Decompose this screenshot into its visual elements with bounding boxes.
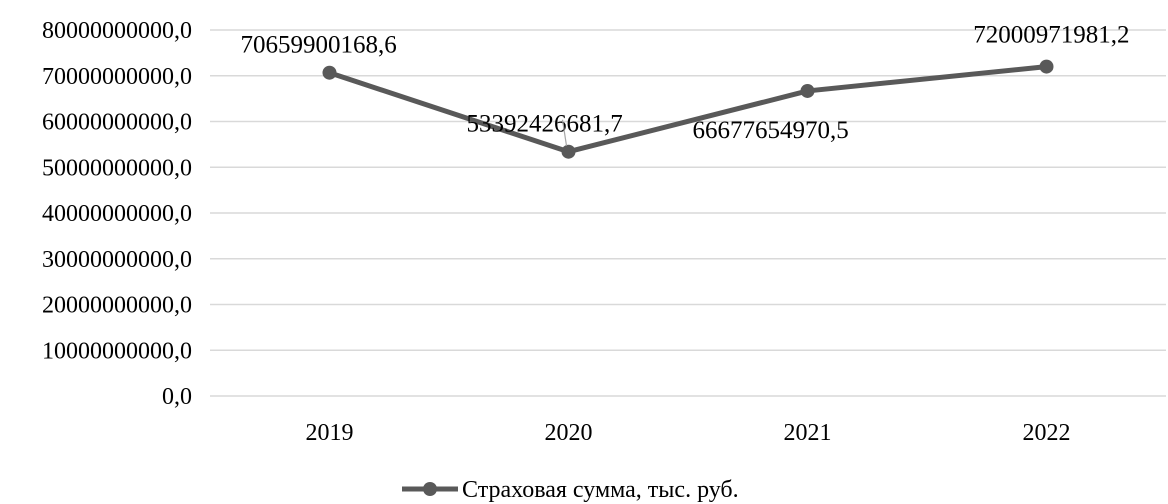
data-point	[561, 144, 576, 159]
y-axis-ticks: 0,0 10000000000,0 20000000000,0 30000000000…	[42, 18, 192, 410]
x-tick-label: 2019	[306, 420, 354, 446]
data-point	[800, 83, 815, 98]
y-tick-label: 60000000000,0	[42, 110, 192, 136]
y-tick-label: 40000000000,0	[42, 201, 192, 227]
data-label: 70659900168,6	[241, 32, 397, 59]
data-label: 53392426681,7	[467, 111, 623, 138]
y-tick-label: 30000000000,0	[42, 247, 192, 273]
y-tick-label: 50000000000,0	[42, 155, 192, 181]
label-leader-line	[561, 119, 568, 146]
legend-point-marker	[423, 482, 437, 496]
series-layer	[322, 59, 1054, 159]
data-label: 72000971981,2	[973, 22, 1129, 49]
x-tick-label: 2021	[784, 420, 832, 446]
gridlines	[210, 29, 1166, 397]
data-labels: 70659900168,6 53392426681,7 66677654970,5 7…	[241, 22, 1130, 146]
data-point	[322, 65, 337, 80]
series-line	[327, 64, 1049, 155]
data-label: 66677654970,5	[693, 117, 849, 144]
x-tick-label: 2020	[545, 420, 593, 446]
y-tick-label: 0,0	[162, 384, 192, 410]
x-tick-label: 2022	[1023, 420, 1071, 446]
data-point	[1039, 59, 1054, 74]
y-tick-label: 80000000000,0	[42, 18, 192, 44]
legend-label: Страховая сумма, тыс. руб.	[462, 477, 739, 503]
y-tick-label: 20000000000,0	[42, 293, 192, 319]
x-axis-ticks: 2019 2020 2021 2022	[306, 420, 1071, 446]
y-tick-label: 70000000000,0	[42, 64, 192, 90]
y-tick-label: 10000000000,0	[42, 338, 192, 364]
legend: Страховая сумма, тыс. руб.	[402, 477, 739, 503]
